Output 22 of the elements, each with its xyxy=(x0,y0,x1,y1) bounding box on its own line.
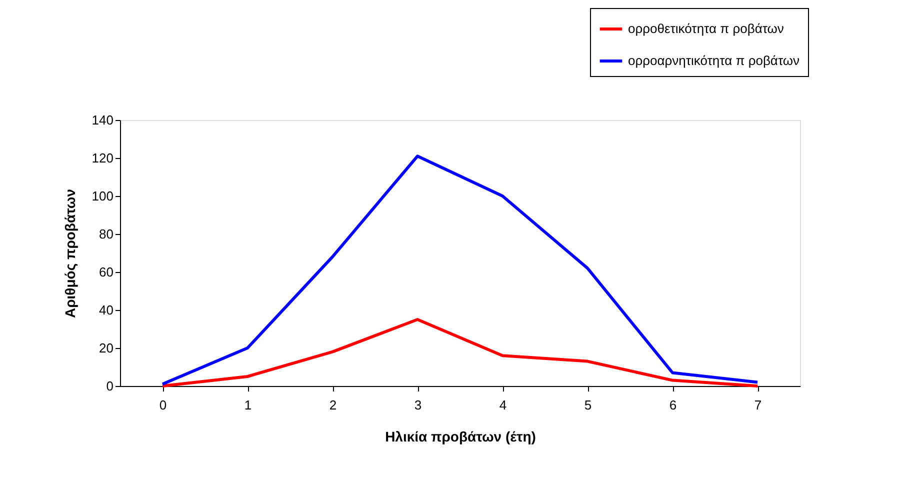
y-tick-label: 80 xyxy=(99,226,114,242)
x-tick-label: 4 xyxy=(499,398,507,412)
y-tick-label: 20 xyxy=(99,340,114,356)
x-tick-label: 5 xyxy=(584,398,592,412)
y-axis-title: Αριθμός προβάτων xyxy=(62,188,78,318)
y-tick-label: 0 xyxy=(106,378,114,394)
legend-label: ορροαρνητικότητα π ροβάτων xyxy=(628,53,800,68)
legend-label: ορροθετικότητα π ροβάτων xyxy=(628,21,784,36)
line-series xyxy=(161,154,759,386)
y-tick-label: 120 xyxy=(92,150,114,166)
x-tick-label: 7 xyxy=(754,398,762,412)
line-series xyxy=(161,318,759,388)
y-tick-label: 40 xyxy=(99,302,114,318)
y-tick-label: 140 xyxy=(92,112,114,128)
x-tick-label: 2 xyxy=(329,398,337,412)
x-axis-title: Ηλικία προβάτων (έτη) xyxy=(385,428,536,444)
y-tick-label: 60 xyxy=(99,264,114,280)
y-tick-label: 100 xyxy=(92,188,114,204)
x-tick-label: 3 xyxy=(414,398,422,412)
x-tick-label: 0 xyxy=(159,398,167,412)
x-tick-label: 6 xyxy=(669,398,677,412)
x-tick-label: 1 xyxy=(244,398,252,412)
